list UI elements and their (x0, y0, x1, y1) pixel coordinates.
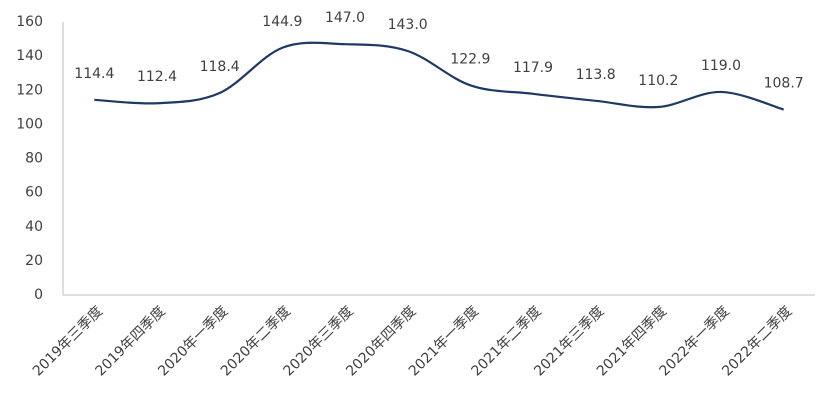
y-tick-label: 120 (16, 82, 43, 98)
data-label: 143.0 (388, 17, 428, 33)
data-label: 114.4 (74, 66, 114, 82)
y-tick-label: 0 (34, 287, 43, 303)
y-tick-label: 160 (16, 14, 43, 30)
y-tick-label: 20 (25, 253, 43, 269)
y-tick-label: 140 (16, 48, 43, 64)
data-label: 112.4 (137, 69, 177, 85)
y-tick-label: 80 (25, 151, 43, 167)
data-label: 122.9 (450, 51, 490, 67)
data-label: 117.9 (513, 60, 553, 76)
data-label: 108.7 (764, 76, 804, 92)
data-label: 110.2 (638, 73, 678, 89)
data-label: 118.4 (200, 59, 240, 75)
y-tick-label: 60 (25, 185, 43, 201)
y-tick-label: 100 (16, 116, 43, 132)
data-label: 113.8 (576, 67, 616, 83)
data-label: 144.9 (262, 14, 302, 30)
line-series (94, 41, 784, 111)
data-label: 119.0 (701, 58, 741, 74)
data-label: 147.0 (325, 10, 365, 26)
y-tick-label: 40 (25, 219, 43, 235)
